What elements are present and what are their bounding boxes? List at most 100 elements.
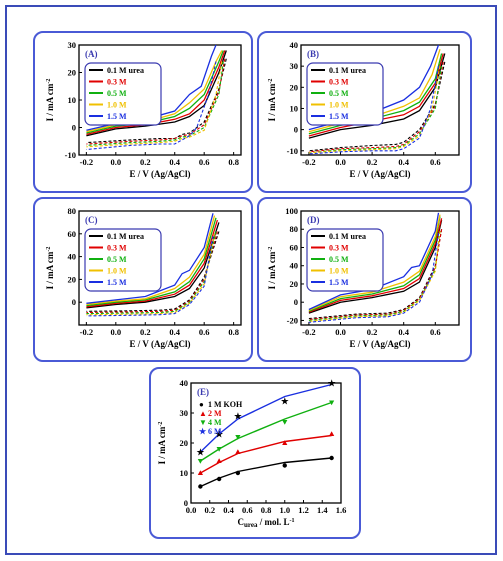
data-point bbox=[329, 431, 335, 436]
x-tick-label: 0.0 bbox=[335, 157, 346, 167]
legend-entry: 0.5 M bbox=[329, 255, 349, 264]
y-tick-label: 10 bbox=[180, 468, 189, 478]
y-tick-label: 80 bbox=[290, 224, 299, 234]
legend-entry: 1.0 M bbox=[107, 101, 127, 110]
legend-entry: 1.5 M bbox=[107, 278, 127, 287]
series-reverse-line bbox=[86, 231, 217, 315]
figure-frame: -0.2 0.0 0.2 0.4 0.6 0.8 -10 0 10 20 30 E / V (Ag/A… bbox=[5, 5, 497, 555]
data-point bbox=[198, 484, 203, 489]
x-tick-label: 0.4 bbox=[398, 327, 409, 337]
y-tick-label: 40 bbox=[290, 261, 299, 271]
plot-frame bbox=[78, 210, 242, 326]
data-point bbox=[216, 447, 222, 452]
x-tick-label: 0.2 bbox=[140, 157, 151, 167]
panel-b: -0.2 0.0 0.2 0.4 0.6 -10 0 10 20 30 40 E / V (Ag/Ag… bbox=[257, 31, 472, 193]
panel-label: (E) bbox=[197, 387, 209, 397]
plot-frame bbox=[300, 44, 460, 156]
x-tick-label: 0.4 bbox=[223, 505, 234, 515]
series-reverse-line bbox=[86, 61, 217, 151]
legend-marker: ● bbox=[199, 400, 204, 409]
y-tick-label: 0 bbox=[294, 297, 298, 307]
legend-entry: 0.3 M bbox=[107, 244, 127, 253]
data-point bbox=[282, 463, 287, 468]
y-tick-label: 0 bbox=[72, 297, 76, 307]
series-forward-line bbox=[308, 219, 443, 314]
panel-a: -0.2 0.0 0.2 0.4 0.6 0.8 -10 0 10 20 30 E / V (Ag/A… bbox=[33, 31, 253, 193]
series-reverse-line bbox=[308, 229, 443, 321]
y-axis-label: I / mA cm-2 bbox=[45, 247, 55, 290]
y-tick-label: 20 bbox=[290, 279, 299, 289]
x-tick-label: -0.2 bbox=[80, 327, 93, 337]
series-forward-line bbox=[308, 218, 443, 313]
panel-label: (A) bbox=[85, 49, 98, 59]
y-tick-label: 20 bbox=[68, 274, 77, 284]
legend-entry: 0.5 M bbox=[107, 255, 127, 264]
x-tick-label: 1.6 bbox=[336, 505, 347, 515]
data-point bbox=[216, 476, 222, 482]
y-tick-label: 30 bbox=[180, 408, 189, 418]
series-reverse-line bbox=[308, 61, 444, 153]
series-forward-line bbox=[86, 50, 224, 134]
series-forward-line bbox=[308, 212, 440, 311]
chart-c: -0.2 0.0 0.2 0.4 0.6 0.8 0 20 40 60 80 E / V (Ag/Ag… bbox=[45, 206, 242, 349]
x-tick-label: 0.4 bbox=[398, 157, 409, 167]
y-tick-label: 10 bbox=[68, 95, 77, 105]
y-axis-label: I / mA cm-2 bbox=[267, 247, 277, 290]
series-forward-line bbox=[308, 216, 441, 312]
legend-box bbox=[84, 228, 162, 292]
series-forward-line bbox=[86, 219, 219, 308]
data-point bbox=[197, 459, 203, 464]
series-reverse-line bbox=[86, 61, 223, 148]
y-tick-label: 20 bbox=[180, 438, 189, 448]
legend-entry: 2 M bbox=[208, 409, 222, 418]
x-tick-label: 0.0 bbox=[186, 505, 197, 515]
y-tick-label: 20 bbox=[290, 82, 299, 92]
series-reverse-line bbox=[86, 236, 214, 317]
y-tick-label: 40 bbox=[180, 378, 189, 388]
series-forward-line bbox=[86, 222, 220, 309]
y-tick-label: 60 bbox=[290, 242, 299, 252]
y-tick-label: 10 bbox=[290, 103, 299, 113]
series-reverse-line bbox=[86, 58, 226, 145]
y-axis-label: I / mA cm-2 bbox=[45, 79, 55, 122]
series-reverse-line bbox=[308, 231, 441, 321]
data-point bbox=[282, 440, 288, 445]
legend-entry: 1.5 M bbox=[107, 112, 127, 121]
x-tick-label: 1.4 bbox=[317, 505, 328, 515]
data-point bbox=[329, 455, 334, 461]
data-point bbox=[282, 420, 288, 425]
y-tick-label: 0 bbox=[184, 498, 188, 508]
series-reverse-line bbox=[308, 232, 440, 323]
y-axis-label: I / mA cm-2 bbox=[157, 422, 167, 465]
series-forward-line bbox=[86, 213, 214, 304]
data-point bbox=[235, 435, 241, 440]
y-tick-label: 60 bbox=[68, 229, 77, 239]
x-tick-label: -0.2 bbox=[80, 157, 93, 167]
series-forward-line bbox=[86, 50, 226, 136]
y-tick-label: 40 bbox=[290, 40, 299, 50]
series-reverse-line bbox=[86, 58, 227, 144]
legend-entry: 1.0 M bbox=[107, 267, 127, 276]
chart-d: -0.2 0.0 0.2 0.4 0.6 -20 0 20 40 60 80 100 E / V (Ag… bbox=[267, 206, 460, 349]
legend-entry: 0.1 M urea bbox=[107, 232, 144, 241]
x-axis-label: Curea / mol. L-1 bbox=[238, 517, 295, 529]
legend-entry: 0.1 M urea bbox=[329, 232, 366, 241]
x-tick-label: 1.0 bbox=[279, 505, 290, 515]
x-tick-label: 0.0 bbox=[111, 327, 122, 337]
data-point: ★ bbox=[215, 429, 224, 439]
x-tick-label: 1.2 bbox=[298, 505, 309, 515]
data-point: ★ bbox=[281, 396, 290, 406]
x-tick-label: 0.4 bbox=[169, 327, 180, 337]
legend-entry: 0.3 M bbox=[329, 244, 349, 253]
x-axis-label: E / V (Ag/AgCl) bbox=[130, 169, 191, 179]
series-forward-line bbox=[308, 214, 441, 311]
legend-entry: 1.5 M bbox=[329, 112, 349, 121]
x-tick-label: 0.2 bbox=[367, 157, 378, 167]
y-tick-label: 100 bbox=[285, 206, 298, 216]
x-tick-label: 0.2 bbox=[367, 327, 378, 337]
panel-d: -0.2 0.0 0.2 0.4 0.6 -20 0 20 40 60 80 100 E / V (Ag… bbox=[257, 197, 472, 362]
legend-box bbox=[306, 62, 384, 126]
y-tick-label: 80 bbox=[68, 206, 77, 216]
data-point bbox=[235, 470, 241, 476]
data-point: ★ bbox=[234, 411, 243, 421]
